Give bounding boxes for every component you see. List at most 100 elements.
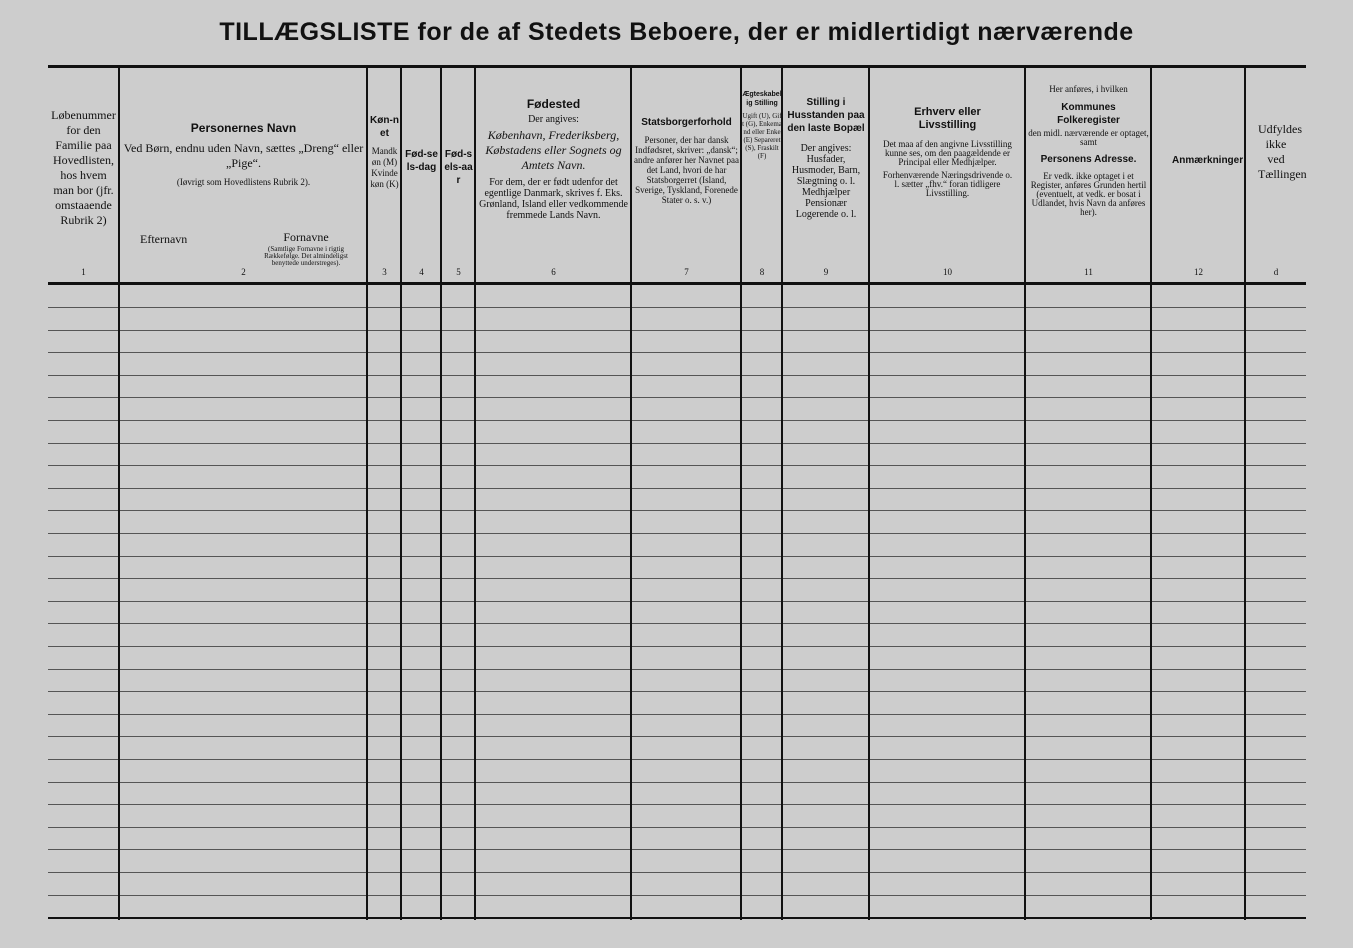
col-11-text: den midl. nærværende er optaget, samt bbox=[1028, 128, 1149, 147]
col-6-heading: Fødested bbox=[526, 97, 581, 111]
column-divider bbox=[1024, 67, 1026, 920]
col-11-num: 11 bbox=[1084, 267, 1093, 277]
column-divider bbox=[118, 67, 120, 920]
col-d-header: Udfyldes ikke ved Tællingen d bbox=[1246, 70, 1307, 282]
row-line bbox=[48, 488, 1306, 489]
column-divider bbox=[440, 67, 442, 920]
col-8-num: 8 bbox=[759, 267, 765, 277]
col-1-header: Løbenummer for den Familie paa Hovedlist… bbox=[48, 70, 119, 282]
col-10-num: 10 bbox=[943, 267, 952, 277]
col-2-num: 2 bbox=[241, 267, 246, 277]
column-divider bbox=[1244, 67, 1246, 920]
col-5-num: 5 bbox=[456, 267, 461, 277]
col-4-heading: Fød-sels-dag bbox=[405, 149, 438, 173]
col-4-header: Fød-sels-dag 4 bbox=[402, 70, 441, 282]
row-line bbox=[48, 759, 1306, 760]
column-divider bbox=[868, 67, 870, 920]
column-divider bbox=[1150, 67, 1152, 920]
row-line bbox=[48, 307, 1306, 308]
row-line bbox=[48, 804, 1306, 805]
col-10-text2: Forhenværende Næringsdrivende o. l. sætt… bbox=[882, 170, 1013, 198]
col-2-fornavne-note: (Samtlige Fornavne i rigtig Rækkefølge. … bbox=[264, 245, 348, 267]
row-line bbox=[48, 872, 1306, 873]
row-line bbox=[48, 352, 1306, 353]
col-9-text: Der angives: Husfader, Husmoder, Barn, S… bbox=[791, 143, 861, 220]
col-9-header: Stilling i Husstanden paa den laste Bopæ… bbox=[783, 70, 869, 282]
col-6-header: Fødested Der angives: København, Frederi… bbox=[476, 70, 631, 282]
col-8-heading: Ægteskabelig Stilling bbox=[742, 91, 782, 107]
row-line bbox=[48, 623, 1306, 624]
col-1-text: Løbenummer for den Familie paa Hovedlist… bbox=[51, 108, 116, 227]
col-7-text: Personer, der har dansk Indfødsret, skri… bbox=[634, 135, 739, 205]
col-2-heading: Personernes Navn bbox=[190, 121, 297, 135]
col-10-heading: Erhverv eller Livsstilling bbox=[914, 106, 981, 131]
row-line bbox=[48, 782, 1306, 783]
col-2-text: Ved Børn, endnu uden Navn, sættes „Dreng… bbox=[123, 141, 364, 170]
col-9-heading: Stilling i Husstanden paa den laste Bopæ… bbox=[787, 97, 865, 134]
header-rule bbox=[48, 282, 1306, 285]
form-title: TILLÆGSLISTE for de af Stedets Beboere, … bbox=[219, 18, 1134, 46]
column-divider bbox=[630, 67, 632, 920]
col-9-num: 9 bbox=[823, 267, 829, 277]
col-d-num: d bbox=[1273, 267, 1279, 277]
row-line bbox=[48, 375, 1306, 376]
col-3-text: Mandkøn (M) Kvindekøn (K) bbox=[370, 146, 399, 189]
col-8-text: Ugift (U), Gift (G), Enkemand eller Enke… bbox=[742, 112, 782, 160]
col-5-header: Fød-sels-aar 5 bbox=[442, 70, 475, 282]
col-1-num: 1 bbox=[81, 267, 86, 277]
col-6-text2: For dem, der er født udenfor det egentli… bbox=[479, 177, 628, 221]
row-line bbox=[48, 827, 1306, 828]
row-line bbox=[48, 465, 1306, 466]
col-7-header: Statsborgerforhold Personer, der har dan… bbox=[632, 70, 741, 282]
row-line bbox=[48, 691, 1306, 692]
column-divider bbox=[400, 67, 402, 920]
row-line bbox=[48, 330, 1306, 331]
row-line bbox=[48, 895, 1306, 896]
col-12-heading: Anmærkninger bbox=[1172, 155, 1244, 166]
col-2-note: (Iøvrigt som Hovedlistens Rubrik 2). bbox=[176, 177, 311, 187]
col-11-pre: Her anføres, i hvilken bbox=[1049, 84, 1128, 94]
col-10-text: Det maa af den angivne Livsstilling kunn… bbox=[883, 139, 1012, 167]
col-3-num: 3 bbox=[382, 267, 387, 277]
row-line bbox=[48, 397, 1306, 398]
col-11-heading: Kommunes Folkeregister bbox=[1057, 102, 1120, 126]
col-6-text: Der angives: bbox=[528, 114, 579, 125]
row-line bbox=[48, 578, 1306, 579]
row-line bbox=[48, 510, 1306, 511]
col-6-italic: København, Frederiksberg, Købstadens ell… bbox=[485, 128, 622, 172]
col-11-text2: Er vedk. ikke optaget i et Register, anf… bbox=[1030, 171, 1147, 217]
col-11-heading2: Personens Adresse. bbox=[1040, 154, 1137, 165]
col-11-header: Her anføres, i hvilken Kommunes Folkereg… bbox=[1026, 70, 1151, 282]
row-line bbox=[48, 533, 1306, 534]
column-divider bbox=[474, 67, 476, 920]
col-5-heading: Fød-sels-aar bbox=[444, 149, 473, 186]
row-line bbox=[48, 714, 1306, 715]
col-10-header: Erhverv eller Livsstilling Det maa af de… bbox=[870, 70, 1025, 282]
col-d-text: Udfyldes ikke ved Tællingen bbox=[1258, 122, 1307, 181]
row-line bbox=[48, 736, 1306, 737]
row-line bbox=[48, 601, 1306, 602]
row-line bbox=[48, 646, 1306, 647]
column-divider bbox=[366, 67, 368, 920]
col-6-num: 6 bbox=[551, 267, 556, 277]
col-3-header: Køn-net Mandkøn (M) Kvindekøn (K) 3 bbox=[368, 70, 401, 282]
col-7-num: 7 bbox=[684, 267, 689, 277]
row-line bbox=[48, 420, 1306, 421]
row-line bbox=[48, 849, 1306, 850]
col-2-header: Personernes Navn Ved Børn, endnu uden Na… bbox=[120, 70, 367, 282]
row-line bbox=[48, 443, 1306, 444]
col-7-heading: Statsborgerforhold bbox=[641, 117, 732, 128]
col-2-efternavn: Efternavn bbox=[140, 232, 188, 246]
row-line bbox=[48, 669, 1306, 670]
col-8-header: Ægteskabelig Stilling Ugift (U), Gift (G… bbox=[742, 70, 782, 282]
col-4-num: 4 bbox=[419, 267, 424, 277]
column-divider bbox=[740, 67, 742, 920]
top-rule bbox=[48, 65, 1306, 68]
col-12-num: 12 bbox=[1194, 267, 1203, 277]
bottom-rule bbox=[48, 917, 1306, 919]
col-12-header: Anmærkninger 12 bbox=[1152, 70, 1245, 282]
row-line bbox=[48, 556, 1306, 557]
col-2-fornavne: Fornavne bbox=[283, 230, 329, 244]
col-3-heading: Køn-net bbox=[370, 115, 399, 139]
column-divider bbox=[781, 67, 783, 920]
